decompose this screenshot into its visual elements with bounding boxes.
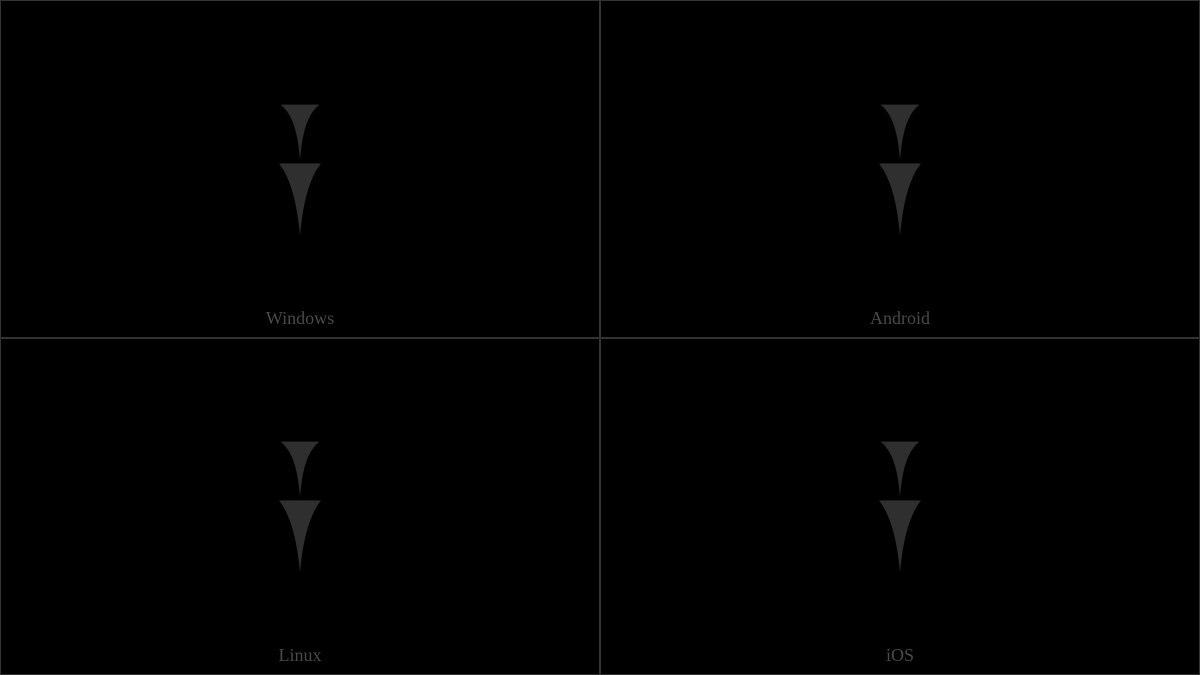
cell-android: Android [600,0,1200,338]
arrow-bottom-path [879,163,921,235]
glyph-holder [1,1,599,337]
cell-ios: iOS [600,338,1200,675]
downwards-paired-arrowheads-icon [265,79,335,259]
glyph-holder [1,339,599,675]
arrow-bottom-path [279,163,321,235]
arrow-top-path [880,442,919,498]
downwards-paired-arrowheads-icon [865,416,935,596]
platform-label: iOS [601,645,1199,666]
downwards-paired-arrowheads-icon [265,416,335,596]
cell-windows: Windows [0,0,600,338]
glyph-holder [601,1,1199,337]
arrow-bottom-path [879,501,921,573]
platform-label: Android [601,308,1199,329]
arrow-top-path [880,104,919,160]
cell-linux: Linux [0,338,600,675]
arrow-bottom-path [279,501,321,573]
glyph-comparison-grid: Windows Android Linux iOS [0,0,1200,675]
glyph-holder [601,339,1199,675]
platform-label: Windows [1,308,599,329]
arrow-top-path [280,104,319,160]
downwards-paired-arrowheads-icon [865,79,935,259]
platform-label: Linux [1,645,599,666]
arrow-top-path [280,442,319,498]
